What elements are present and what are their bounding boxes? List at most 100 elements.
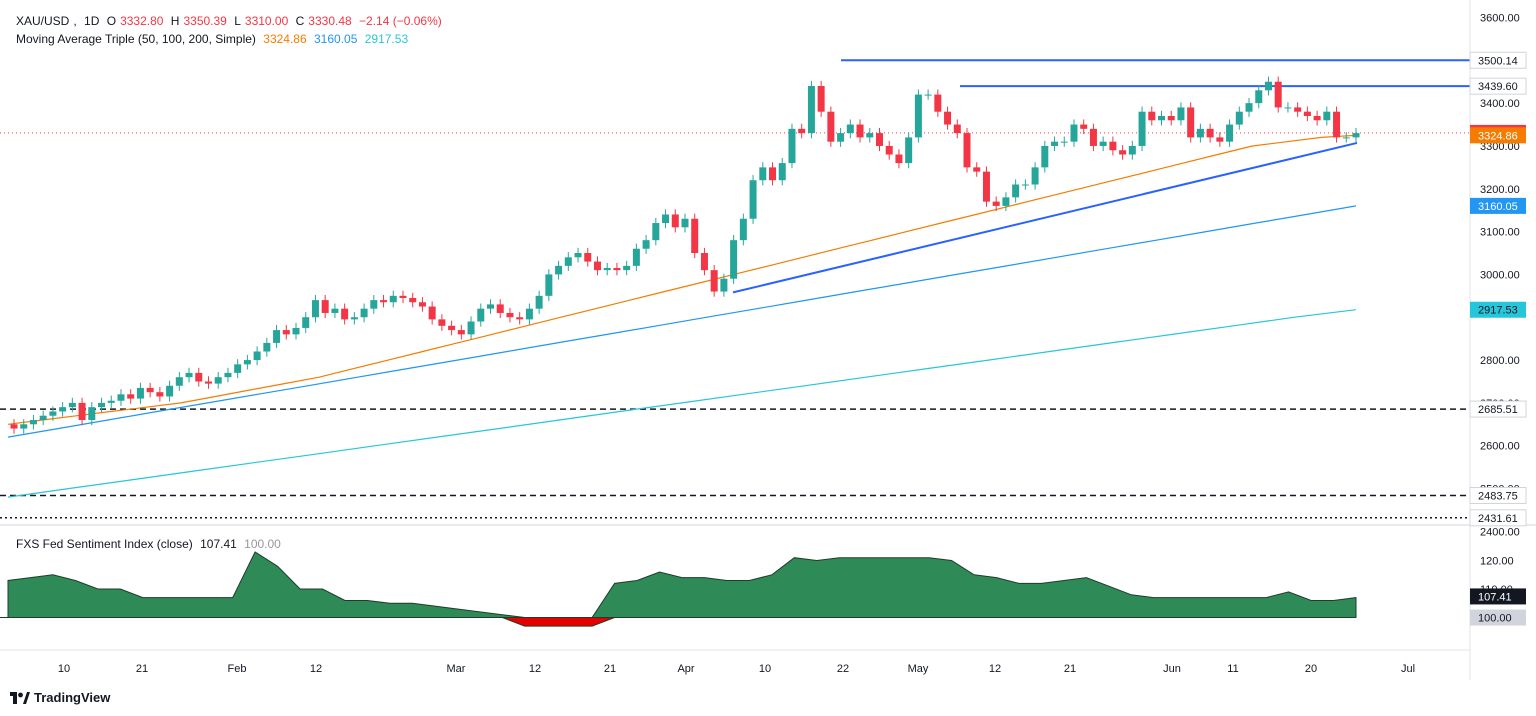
- ma100-line: [7, 205, 1357, 438]
- candle-body: [263, 342, 271, 352]
- candle-body: [691, 218, 699, 254]
- time-tick: 21: [136, 663, 148, 675]
- candle-body: [1216, 137, 1224, 142]
- candle-body: [59, 407, 67, 412]
- time-tick: 21: [604, 663, 616, 675]
- candle-body: [914, 94, 922, 138]
- open-value: 3332.80: [120, 14, 164, 28]
- candle-body: [1187, 107, 1195, 138]
- price-label: 2685.51: [1478, 404, 1518, 416]
- trendline: [732, 141, 1358, 294]
- candle-body: [273, 330, 281, 343]
- tradingview-logo: TradingView: [10, 690, 110, 705]
- candle-body: [1342, 137, 1350, 139]
- candle-body: [535, 295, 543, 309]
- candle-body: [574, 253, 582, 258]
- ma200-line: [7, 309, 1357, 498]
- candle-body: [1119, 150, 1127, 155]
- candle-body: [730, 240, 738, 279]
- sentiment-label: 107.41: [1478, 591, 1512, 603]
- candle-body: [98, 402, 106, 408]
- time-tick: Mar: [447, 663, 466, 675]
- price-label: 3324.86: [1478, 130, 1518, 142]
- candle-body: [1245, 103, 1253, 112]
- high-value: 3350.39: [183, 14, 227, 28]
- ma-legend: Moving Average Triple (50, 100, 200, Sim…: [16, 32, 412, 46]
- sentiment-tick: 120.00: [1480, 556, 1514, 568]
- candle-body: [632, 248, 640, 266]
- sentiment-baseline: 100.00: [244, 537, 281, 551]
- candle-body: [555, 265, 563, 275]
- candle-body: [1012, 184, 1020, 198]
- candle-body: [1128, 145, 1136, 155]
- candle-body: [448, 325, 456, 331]
- price-tick: 3100.00: [1480, 227, 1520, 239]
- price-label-bg: [1469, 400, 1527, 418]
- price-tick: 2800.00: [1480, 355, 1520, 367]
- candle-body: [769, 167, 777, 181]
- candle-body: [1002, 197, 1010, 206]
- time-tick: 20: [1305, 663, 1317, 675]
- candle-body: [934, 94, 942, 112]
- price-tick: 3400.00: [1480, 98, 1520, 110]
- candle-body: [1196, 128, 1204, 138]
- candle-body: [68, 402, 76, 408]
- candle-body: [1148, 111, 1156, 121]
- time-tick: Jun: [1163, 663, 1181, 675]
- candle-body: [924, 94, 932, 96]
- candle-body: [564, 257, 572, 266]
- candle-body: [88, 407, 96, 421]
- price-tick: 3600.00: [1480, 13, 1520, 25]
- time-tick: 12: [529, 663, 541, 675]
- sentiment-label-bg: [1470, 588, 1526, 605]
- time-tick: Feb: [228, 663, 247, 675]
- candle-body: [866, 133, 874, 138]
- sentiment-label: 100.00: [1478, 613, 1512, 625]
- candle-body: [895, 154, 903, 164]
- price-tick: 3200.00: [1480, 184, 1520, 196]
- candle-body: [214, 377, 222, 384]
- candle-body: [545, 274, 553, 296]
- candle-body: [720, 278, 728, 292]
- time-tick: Apr: [677, 663, 694, 675]
- candle-body: [224, 372, 232, 378]
- candle-body: [1206, 128, 1214, 138]
- interval-label: 1D: [84, 14, 100, 28]
- candle-body: [662, 214, 670, 224]
- price-label: 3439.60: [1478, 81, 1518, 93]
- candle-body: [20, 424, 28, 429]
- candle-body: [603, 267, 611, 271]
- candle-body: [1070, 124, 1078, 142]
- candle-body: [156, 392, 164, 397]
- candle-body: [166, 385, 174, 397]
- candle-body: [749, 180, 757, 219]
- time-tick: 10: [58, 663, 70, 675]
- candle-body: [457, 330, 465, 335]
- candle-body: [1089, 128, 1097, 146]
- candle-body: [360, 308, 368, 318]
- price-label: 2483.75: [1478, 490, 1518, 502]
- candle-body: [234, 364, 242, 373]
- candle-body: [341, 308, 349, 320]
- candle-body: [593, 261, 601, 271]
- candle-body: [418, 302, 426, 307]
- time-tick: 21: [1064, 663, 1076, 675]
- candle-body: [1235, 111, 1243, 125]
- candle-body: [487, 304, 495, 309]
- candle-body: [29, 420, 37, 425]
- candle-body: [1041, 145, 1049, 168]
- candle-body: [253, 351, 261, 361]
- ma50-line: [7, 134, 1357, 425]
- candle-body: [107, 400, 115, 403]
- price-label-bg: [1469, 51, 1527, 69]
- price-tick: 3000.00: [1480, 269, 1520, 281]
- candle-body: [311, 300, 319, 318]
- candle-body: [875, 133, 883, 146]
- change-value: −2.14 (−0.06%): [359, 14, 442, 28]
- time-tick: May: [908, 663, 929, 675]
- candle-body: [146, 387, 154, 393]
- candle-body: [992, 201, 1000, 206]
- candle-body: [613, 267, 621, 271]
- candle-body: [380, 300, 388, 303]
